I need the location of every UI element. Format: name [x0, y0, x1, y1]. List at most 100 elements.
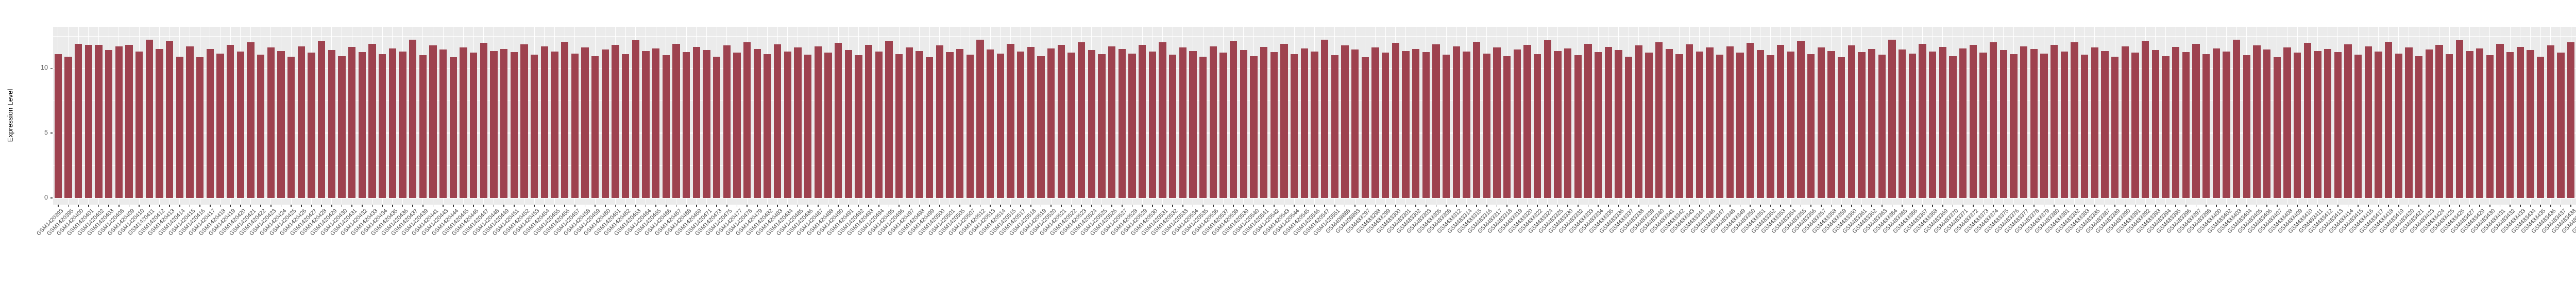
x-tick-mark [595, 205, 596, 207]
x-tick-mark [1902, 205, 1903, 207]
x-tick-mark [351, 205, 352, 207]
bar [2435, 45, 2443, 198]
bar [2384, 41, 2393, 198]
x-tick-mark [1324, 205, 1325, 207]
x-tick-mark [2074, 205, 2075, 207]
bar [1300, 48, 1309, 198]
bar [996, 53, 1005, 198]
x-tick-mark [230, 205, 231, 207]
x-tick-mark [219, 205, 221, 207]
x-tick-mark [1446, 205, 1447, 207]
bar [875, 51, 883, 198]
bar [956, 48, 964, 198]
x-tick-mark [2277, 205, 2278, 207]
x-tick-mark [2023, 205, 2024, 207]
x-tick-mark [1638, 205, 1639, 207]
x-tick-mark [260, 205, 261, 207]
bar [2476, 48, 2484, 198]
bar [642, 51, 650, 198]
x-tick-mark [787, 205, 788, 207]
bar [632, 40, 640, 198]
bar [1746, 43, 1754, 198]
bar [1827, 51, 1835, 198]
bar [388, 48, 397, 198]
x-tick-mark [58, 205, 59, 207]
bar [1159, 42, 1166, 198]
x-tick-mark [1750, 205, 1751, 207]
x-tick-mark [564, 205, 565, 207]
bar [2375, 51, 2382, 198]
x-tick-mark [1760, 205, 1761, 207]
bar [1949, 56, 1957, 198]
bar [2071, 42, 2078, 198]
bar [1858, 52, 1866, 198]
bar [773, 44, 782, 198]
x-tick-mark [1263, 205, 1264, 207]
x-tick-mark [868, 205, 869, 207]
x-tick-mark [1091, 205, 1092, 207]
bar [936, 45, 944, 198]
x-tick-mark [1496, 205, 1498, 207]
x-tick-mark [1973, 205, 1974, 207]
bar [2293, 53, 2301, 198]
x-tick-mark [2125, 205, 2126, 207]
bar [125, 45, 133, 198]
x-tick-mark [909, 205, 910, 207]
y-gridline-major [53, 197, 2576, 198]
x-tick-mark [848, 205, 849, 207]
x-tick-mark [1354, 205, 1355, 207]
x-tick-mark [1993, 205, 1994, 207]
x-tick-mark [2398, 205, 2399, 207]
bar [743, 42, 751, 198]
x-tick-mark [291, 205, 292, 207]
bar [480, 43, 488, 198]
bar [317, 41, 326, 198]
x-tick-mark [1344, 205, 1346, 207]
bar [1868, 48, 1876, 198]
bar [1665, 48, 1673, 198]
bar [2395, 53, 2403, 198]
x-tick-mark [1790, 205, 1791, 207]
x-tick-mark [767, 205, 768, 207]
bar [419, 55, 427, 198]
bar [95, 45, 103, 198]
x-tick-mark [108, 205, 109, 207]
bar [2445, 54, 2453, 198]
x-tick-mark [1628, 205, 1629, 207]
bar [1088, 50, 1096, 198]
x-tick-mark [179, 205, 180, 207]
bar [236, 51, 245, 198]
bar [1908, 53, 1917, 198]
bar [540, 46, 549, 198]
x-tick-mark [1770, 205, 1771, 207]
bar [267, 47, 275, 198]
bar [916, 51, 923, 198]
x-tick-mark [807, 205, 808, 207]
x-tick-mark [1020, 205, 1021, 207]
bar [460, 47, 467, 198]
x-tick-mark [362, 205, 363, 207]
bar [2010, 54, 2018, 198]
bar [2283, 47, 2291, 198]
x-tick-mark [1882, 205, 1883, 207]
x-tick-mark [2429, 205, 2430, 207]
plot-panel [53, 27, 2576, 205]
bar [2202, 54, 2210, 198]
x-tick-mark [321, 205, 322, 207]
x-tick-mark [686, 205, 687, 207]
x-tick-mark [2094, 205, 2095, 207]
x-tick-mark [838, 205, 839, 207]
x-tick-mark [2175, 205, 2176, 207]
bar [1148, 51, 1157, 198]
x-tick-mark [128, 205, 130, 207]
bar [885, 41, 893, 198]
x-tick-mark [2499, 205, 2501, 207]
x-tick-mark [2317, 205, 2318, 207]
x-tick-mark [1334, 205, 1335, 207]
x-tick-mark [1527, 205, 1528, 207]
bar [469, 53, 478, 198]
x-tick-mark [1172, 205, 1173, 207]
bar [1452, 46, 1461, 198]
x-tick-mark [1131, 205, 1133, 207]
bar [54, 54, 62, 198]
